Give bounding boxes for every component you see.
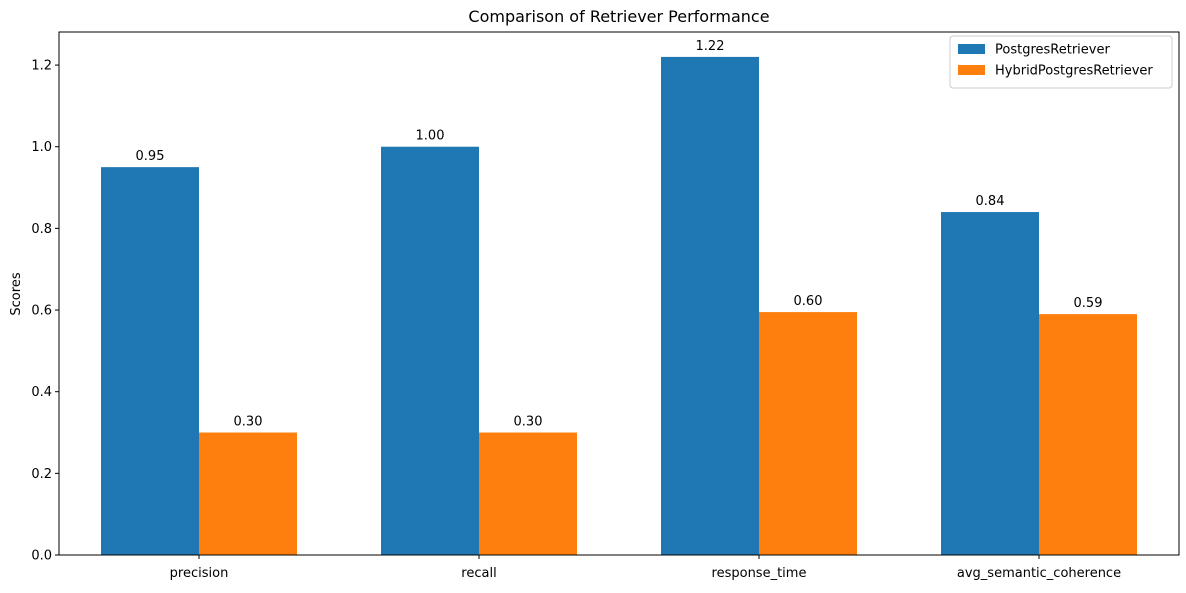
- x-tick-label-avg_semantic_coherence: avg_semantic_coherence: [957, 566, 1121, 581]
- y-tick-label: 0.8: [31, 222, 52, 237]
- value-labels-group: 0.95 0.30 1.00 0.30 1.22 0.60 0.84 0.59: [136, 39, 1103, 430]
- value-label-HybridPostgresRetriever-precision: 0.30: [234, 415, 263, 430]
- plot-frame: [58, 31, 1180, 556]
- x-axis-ticks: precision recall response_time avg_semantic…: [170, 555, 1121, 581]
- bar-PostgresRetriever-avg_semantic_coherence: [941, 212, 1039, 555]
- y-tick-label: 0.2: [31, 467, 52, 482]
- value-label-HybridPostgresRetriever-avg_semantic_coherence: 0.59: [1074, 296, 1103, 311]
- value-label-PostgresRetriever-precision: 0.95: [136, 149, 165, 164]
- chart-title: Comparison of Retriever Performance: [468, 7, 769, 26]
- y-tick-label: 0.6: [31, 304, 52, 319]
- value-label-PostgresRetriever-response_time: 1.22: [696, 39, 725, 54]
- value-label-PostgresRetriever-avg_semantic_coherence: 0.84: [976, 194, 1005, 209]
- legend-swatch-PostgresRetriever: [958, 44, 985, 54]
- bar-HybridPostgresRetriever-precision: [199, 432, 297, 555]
- x-tick-label-response_time: response_time: [712, 566, 807, 581]
- bars-group: [101, 56, 1137, 556]
- bar-PostgresRetriever-precision: [101, 167, 199, 555]
- legend: PostgresRetriever HybridPostgresRetriever: [949, 35, 1173, 89]
- x-tick-label-precision: precision: [170, 566, 229, 581]
- bar-HybridPostgresRetriever-response_time: [759, 312, 857, 555]
- value-label-HybridPostgresRetriever-response_time: 0.60: [794, 294, 823, 309]
- legend-box: [949, 35, 1173, 89]
- legend-swatch-HybridPostgresRetriever: [958, 65, 985, 75]
- legend-label-PostgresRetriever: PostgresRetriever: [995, 43, 1110, 58]
- value-label-HybridPostgresRetriever-recall: 0.30: [514, 415, 543, 430]
- bar-HybridPostgresRetriever-avg_semantic_coherence: [1039, 314, 1137, 555]
- y-tick-label: 0.4: [31, 385, 52, 400]
- y-tick-label: 1.2: [31, 59, 52, 74]
- bar-PostgresRetriever-recall: [381, 146, 479, 555]
- legend-label-HybridPostgresRetriever: HybridPostgresRetriever: [995, 64, 1153, 79]
- y-tick-label: 1.0: [31, 140, 52, 155]
- value-label-PostgresRetriever-recall: 1.00: [416, 129, 445, 144]
- y-axis-label: Scores: [9, 272, 24, 315]
- x-tick-label-recall: recall: [461, 566, 496, 581]
- y-tick-label: 0.0: [31, 549, 52, 564]
- bar-PostgresRetriever-response_time: [661, 56, 759, 556]
- bar-HybridPostgresRetriever-recall: [479, 432, 577, 555]
- y-axis-ticks: 0.0 0.2 0.4 0.6 0.8 1.0 1.2: [31, 59, 59, 564]
